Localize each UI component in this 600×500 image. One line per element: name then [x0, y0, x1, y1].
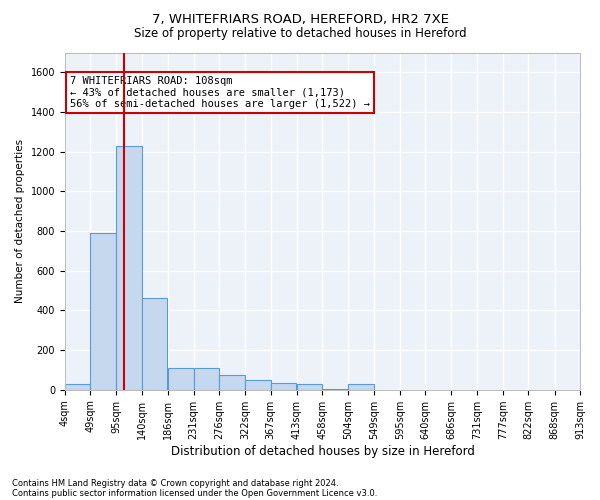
Bar [168, 368, 194, 390]
Text: Contains HM Land Registry data © Crown copyright and database right 2024.: Contains HM Land Registry data © Crown c… [12, 478, 338, 488]
Bar [296, 384, 322, 390]
X-axis label: Distribution of detached houses by size in Hereford: Distribution of detached houses by size … [170, 444, 475, 458]
Bar [194, 368, 219, 390]
Text: 7, WHITEFRIARS ROAD, HEREFORD, HR2 7XE: 7, WHITEFRIARS ROAD, HEREFORD, HR2 7XE [151, 12, 449, 26]
Bar [116, 146, 142, 390]
Y-axis label: Number of detached properties: Number of detached properties [15, 139, 25, 303]
Bar [348, 384, 374, 390]
Bar [142, 298, 167, 390]
Bar [245, 380, 271, 390]
Bar [91, 233, 116, 390]
Text: Size of property relative to detached houses in Hereford: Size of property relative to detached ho… [134, 28, 466, 40]
Bar [271, 383, 296, 390]
Bar [322, 388, 347, 390]
Bar [219, 375, 245, 390]
Text: Contains public sector information licensed under the Open Government Licence v3: Contains public sector information licen… [12, 488, 377, 498]
Bar [65, 384, 91, 390]
Text: 7 WHITEFRIARS ROAD: 108sqm
← 43% of detached houses are smaller (1,173)
56% of s: 7 WHITEFRIARS ROAD: 108sqm ← 43% of deta… [70, 76, 370, 110]
